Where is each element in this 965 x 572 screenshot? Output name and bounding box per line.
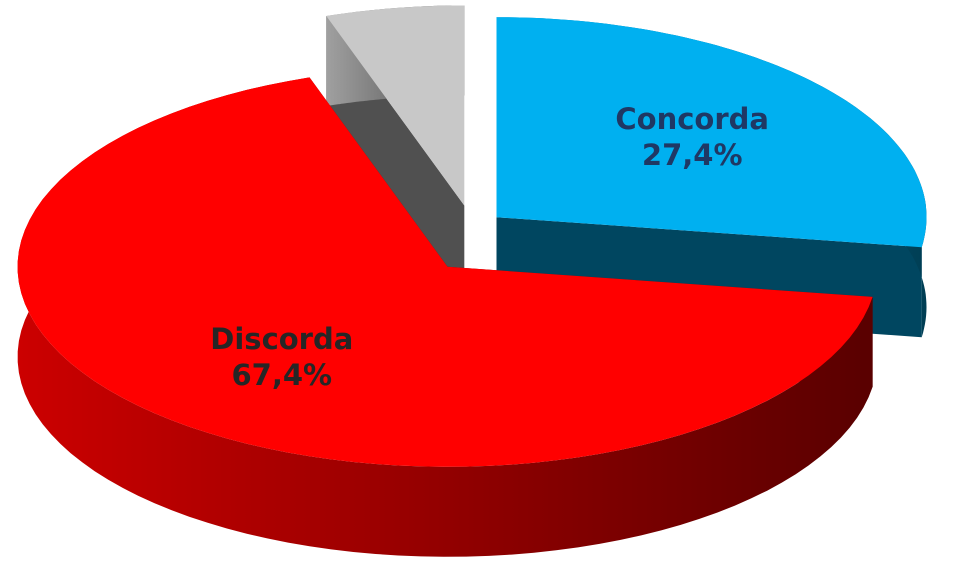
pie-slice bbox=[326, 5, 465, 296]
slice-top bbox=[17, 77, 873, 467]
pie-slice bbox=[17, 77, 873, 557]
slice-label: Concorda bbox=[615, 102, 769, 136]
slice-top bbox=[326, 5, 465, 206]
slice-top bbox=[496, 17, 927, 248]
slice-value-label: 67,4% bbox=[232, 358, 333, 392]
slice-label: Discorda bbox=[210, 322, 353, 356]
slice-value-label: 27,4% bbox=[642, 138, 743, 172]
